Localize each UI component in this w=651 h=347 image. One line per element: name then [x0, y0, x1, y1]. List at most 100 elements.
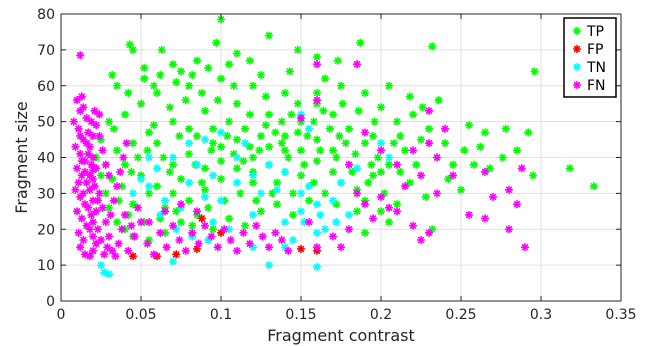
data-point-tp: [528, 171, 538, 180]
data-point-fn: [74, 124, 83, 133]
data-point-fn: [88, 232, 98, 241]
data-point-fn: [424, 138, 434, 148]
data-point-fn: [352, 189, 362, 198]
data-point-fn: [76, 106, 85, 116]
data-point-tp: [293, 99, 302, 108]
data-point-tn: [156, 210, 165, 220]
data-point-tp: [248, 81, 258, 90]
data-point-tp: [172, 77, 181, 87]
data-point-tp: [176, 174, 186, 184]
data-point-tp: [288, 210, 298, 220]
data-point-fn: [194, 239, 203, 248]
data-point-tp: [348, 167, 357, 177]
data-point-fn: [76, 131, 85, 141]
x-axis-label: Fragment contrast: [267, 326, 415, 345]
data-point-tp: [277, 117, 286, 126]
data-point-tp: [428, 225, 437, 234]
data-point-fn: [80, 199, 90, 209]
data-point-fn: [392, 160, 402, 169]
data-point-tn: [200, 135, 210, 144]
data-point-tp: [101, 189, 110, 198]
data-point-fn: [104, 232, 114, 241]
data-point-tp: [277, 138, 286, 148]
data-point-fn: [116, 167, 125, 177]
data-point-tp: [239, 156, 248, 166]
data-point-tp: [280, 88, 290, 98]
data-point-tp: [309, 178, 318, 187]
data-point-tp: [284, 153, 293, 162]
data-point-fn: [72, 95, 82, 105]
data-point-tp: [104, 117, 114, 126]
data-point-fn: [117, 225, 126, 234]
data-point-tn: [344, 210, 354, 220]
data-point-tp: [418, 103, 427, 112]
data-point-tp: [216, 15, 226, 24]
data-point-tp: [256, 207, 266, 216]
data-point-tp: [354, 106, 363, 116]
data-point-tp: [168, 60, 178, 69]
data-point-tp: [476, 142, 485, 151]
data-point-fn: [79, 235, 88, 245]
data-point-tp: [184, 196, 194, 205]
data-point-tp: [364, 178, 373, 187]
data-point-fn: [92, 121, 101, 130]
data-point-tp: [293, 128, 302, 137]
data-point-tn: [200, 192, 210, 202]
data-point-fn: [96, 235, 106, 245]
data-point-tp: [112, 217, 122, 227]
data-point-fn: [258, 232, 267, 241]
data-point-fn: [76, 242, 85, 252]
data-point-fp: [296, 244, 306, 254]
data-point-tp: [456, 185, 466, 194]
data-point-fn: [400, 182, 410, 191]
data-point-tn: [128, 189, 138, 198]
data-point-tp: [376, 207, 386, 216]
data-point-fn: [101, 160, 110, 169]
data-point-tn: [248, 210, 258, 220]
data-point-fn: [100, 250, 109, 259]
data-point-tp: [319, 106, 328, 116]
data-point-tp: [229, 149, 238, 159]
data-point-tp: [440, 138, 450, 148]
data-point-tn: [232, 153, 242, 162]
data-point-tp: [408, 110, 418, 119]
data-point-tp: [248, 178, 258, 187]
data-point-fn: [328, 232, 338, 241]
data-point-fn: [108, 246, 117, 255]
data-point-fn: [277, 235, 286, 245]
legend-label-fp: FP: [587, 42, 604, 58]
data-point-fn: [79, 103, 88, 112]
data-point-tn: [144, 182, 154, 191]
data-point-fn: [69, 117, 78, 126]
data-point-tp: [303, 131, 312, 141]
data-point-fn: [92, 207, 101, 216]
data-point-tp: [197, 178, 206, 187]
data-point-tp: [448, 160, 458, 169]
data-point-tp: [565, 164, 574, 173]
data-point-fn: [87, 117, 96, 126]
data-point-tn: [216, 128, 226, 137]
data-point-tp: [140, 74, 149, 83]
y-tick-label: 70: [37, 43, 55, 59]
data-point-tp: [412, 160, 421, 169]
data-point-tp: [367, 160, 376, 169]
data-point-fn: [109, 196, 118, 205]
data-point-fn: [98, 146, 107, 155]
data-point-tn: [100, 268, 109, 277]
data-point-tp: [288, 189, 298, 198]
legend-marker-fp: [572, 44, 582, 54]
data-point-fn: [448, 171, 458, 180]
data-point-tp: [165, 167, 174, 177]
data-point-fn: [352, 60, 362, 69]
tick-labels: 0 0.05 0.1 0.15 0.2 0.25 0.3 0.35 0 10 20 30 40 50 60 7…: [37, 7, 636, 323]
data-point-tp: [328, 146, 338, 155]
data-point-tp: [360, 228, 370, 238]
data-point-fn: [76, 192, 85, 202]
data-point-tp: [208, 124, 218, 133]
data-point-fn: [504, 225, 514, 234]
data-point-fp: [172, 250, 181, 259]
data-point-tn: [312, 199, 322, 209]
data-point-fn: [130, 232, 139, 241]
data-point-fn: [82, 113, 91, 123]
y-tick-label: 10: [37, 258, 55, 274]
